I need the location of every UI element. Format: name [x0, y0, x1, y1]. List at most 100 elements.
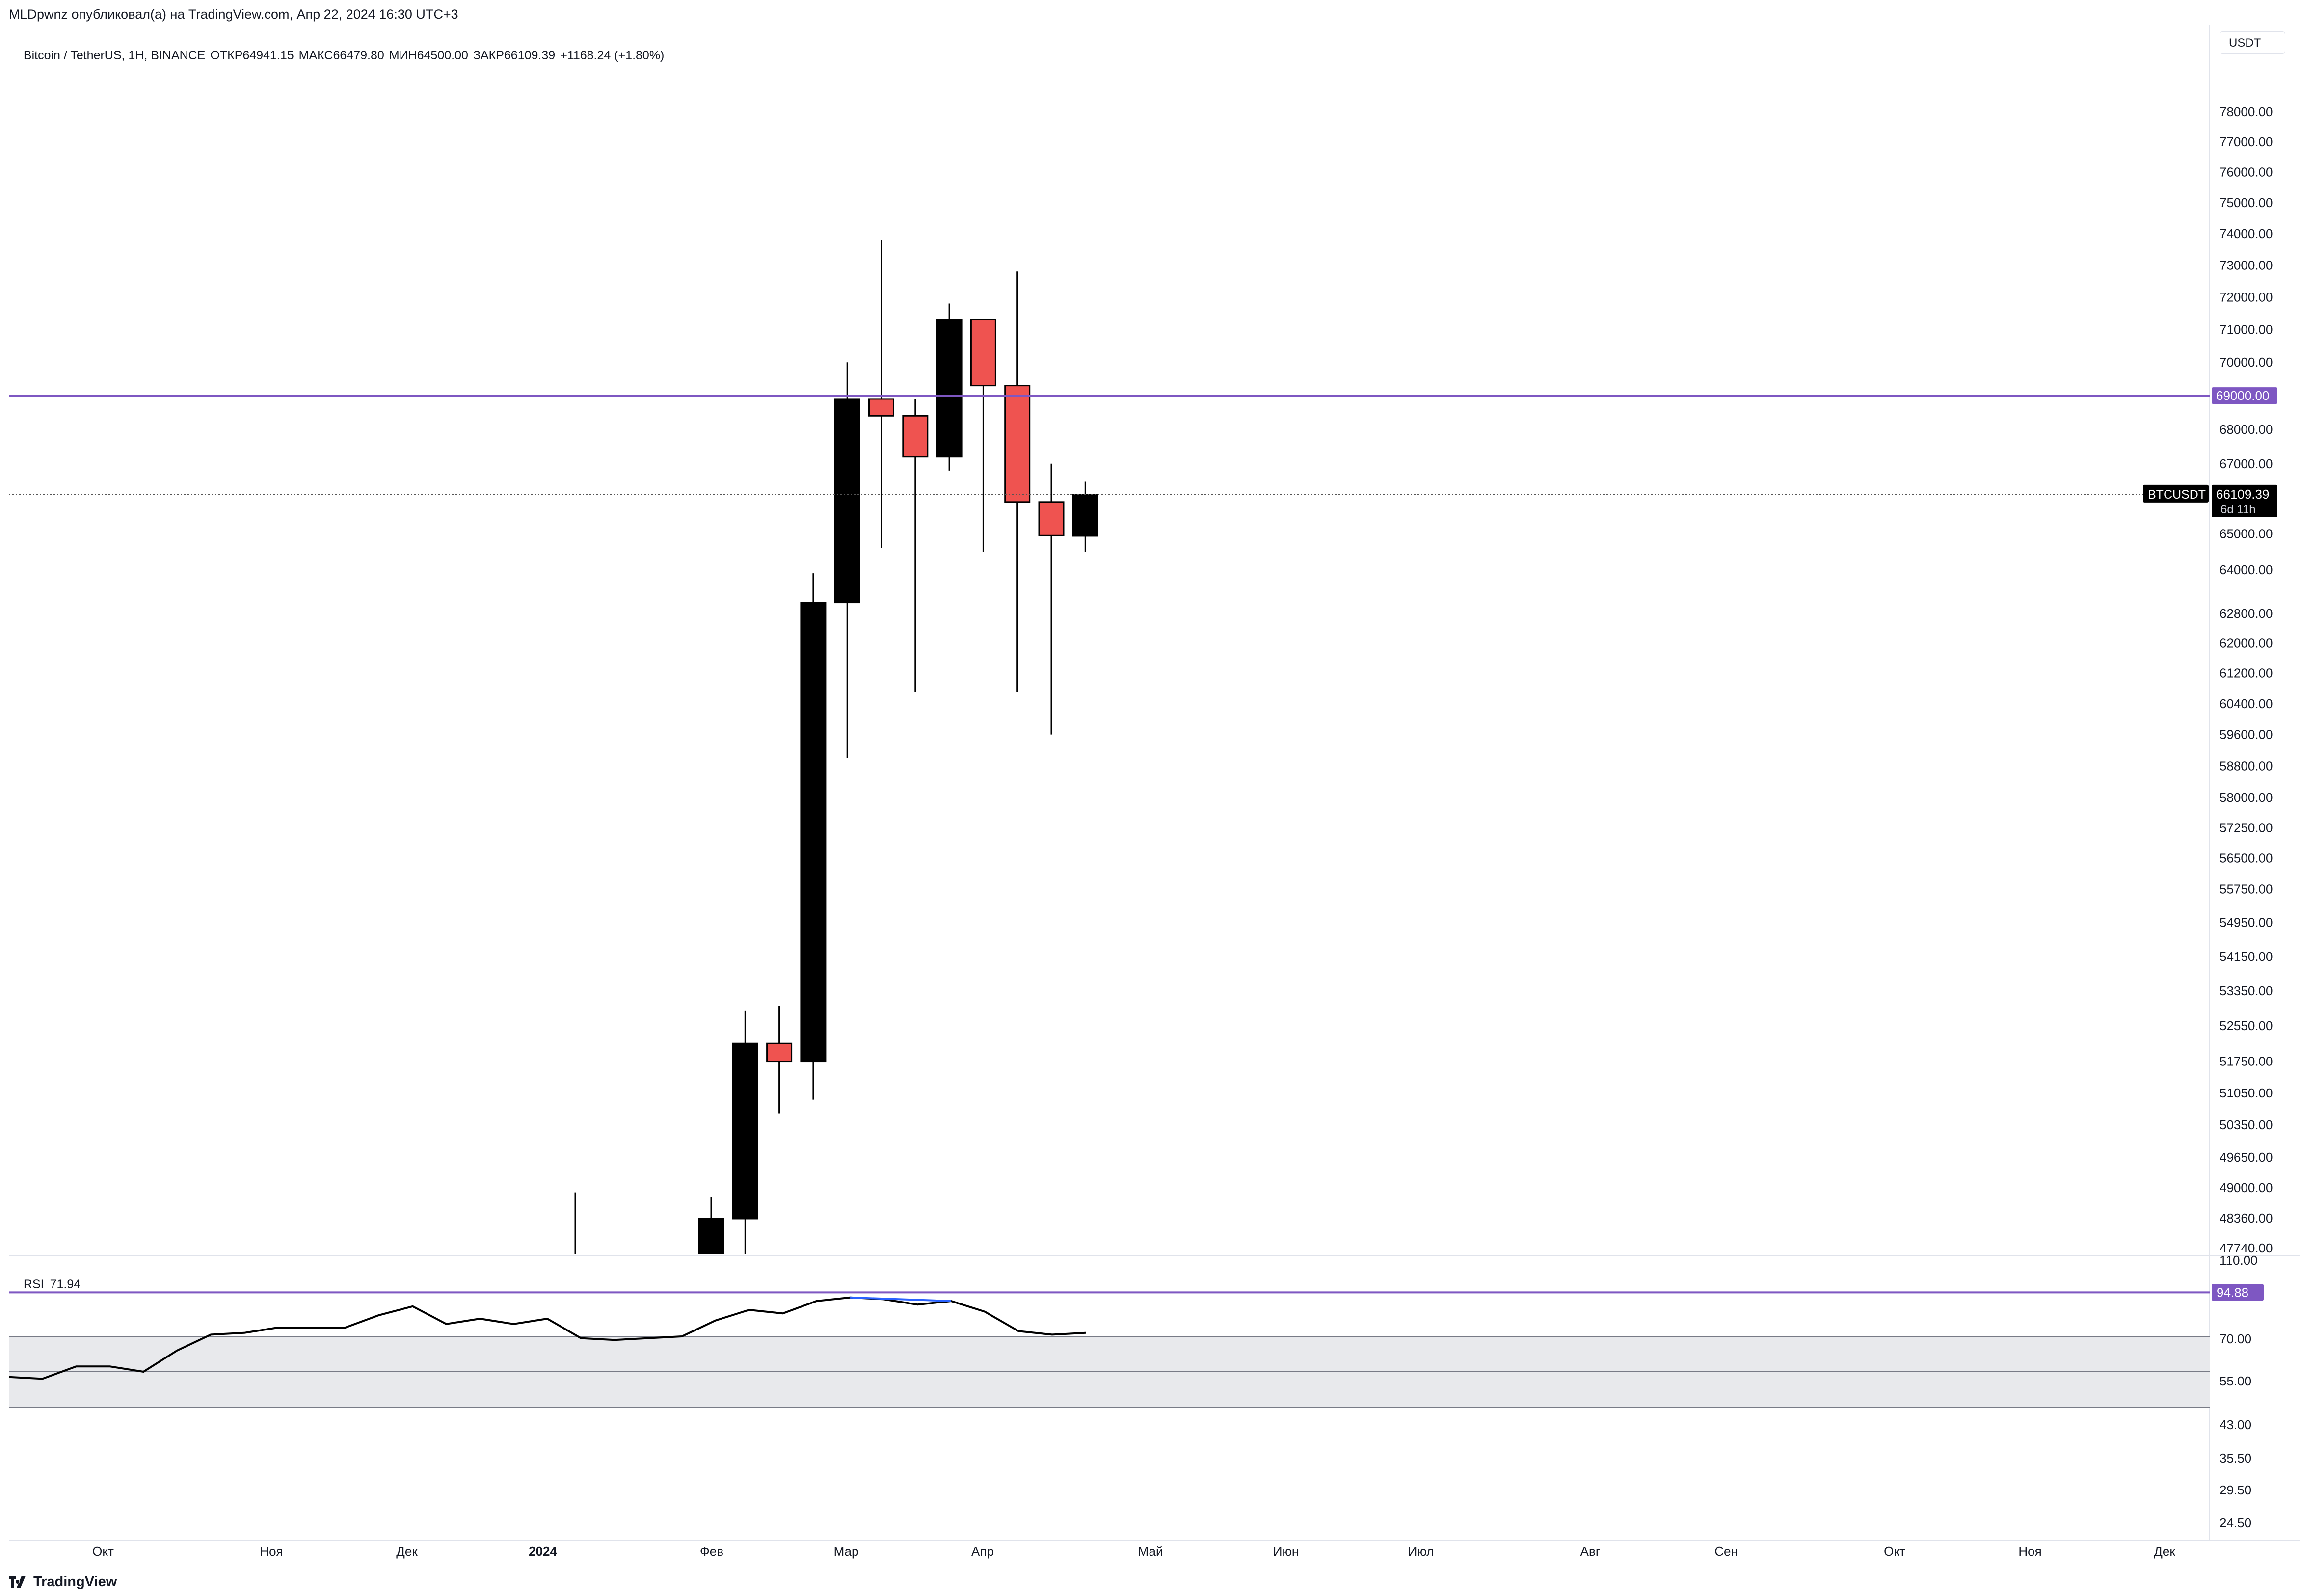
rsi-tick-label: 110.00 [2220, 1253, 2258, 1268]
candle-body[interactable] [1038, 501, 1065, 536]
price-axis[interactable]: 78000.00 77000.00 76000.00 75000.00 74000.00… [2143, 105, 2277, 1255]
price-tick-label: 48360.00 [2220, 1211, 2273, 1225]
rsi-level-label: 94.88 [2217, 1285, 2248, 1300]
price-tick-label: 60400.00 [2220, 696, 2273, 711]
price-tick-label: 71000.00 [2220, 322, 2273, 337]
price-tick-label: 59600.00 [2220, 727, 2273, 742]
symbol-tag-label: BTCUSDT [2148, 488, 2206, 502]
price-tick-label: 50350.00 [2220, 1117, 2273, 1132]
tradingview-logo[interactable]: TradingView [9, 1573, 117, 1590]
ohlc-low: МИН64500.00 [389, 49, 468, 62]
time-tick-label: Мар [834, 1544, 859, 1559]
time-tick-label: 2024 [529, 1544, 557, 1559]
rsi-tick-label: 35.50 [2220, 1451, 2251, 1465]
rsi-pane[interactable] [9, 1291, 2210, 1408]
price-tick-label: 65000.00 [2220, 527, 2273, 541]
time-tick-label: Фев [700, 1544, 723, 1559]
time-tick-label: Дек [2154, 1544, 2175, 1559]
price-tick-label: 68000.00 [2220, 422, 2273, 437]
publish-info: MLDpwnz опубликовал(а) на TradingView.co… [9, 7, 458, 22]
level-price-badge[interactable] [2212, 387, 2277, 404]
price-tick-label: 64000.00 [2220, 562, 2273, 577]
price-tick-label: 51750.00 [2220, 1054, 2273, 1069]
candle-body[interactable] [970, 319, 996, 387]
rsi-line[interactable] [9, 1296, 1086, 1380]
price-tick-label: 78000.00 [2220, 105, 2273, 119]
time-tick-label: Июл [1408, 1544, 1434, 1559]
candle-body[interactable] [1004, 385, 1031, 503]
candle-body[interactable] [834, 398, 860, 604]
ohlc-open: ОТКР64941.15 [210, 49, 294, 62]
candle-body[interactable] [766, 1042, 793, 1063]
last-price-badge[interactable] [2212, 484, 2277, 517]
rsi-tick-label: 43.00 [2220, 1417, 2251, 1432]
price-tick-label: 51050.00 [2220, 1086, 2273, 1100]
price-tick-label: 55750.00 [2220, 881, 2273, 896]
candle-body[interactable] [902, 415, 929, 458]
price-tick-label: 57250.00 [2220, 820, 2273, 835]
rsi-level-badge[interactable] [2212, 1284, 2264, 1301]
rsi-tick-label: 70.00 [2220, 1331, 2251, 1346]
time-tick-label: Апр [971, 1544, 994, 1559]
candle-body[interactable] [800, 602, 827, 1063]
price-tick-label: 54950.00 [2220, 915, 2273, 930]
rsi-tick-label: 29.50 [2220, 1483, 2251, 1497]
candle-body[interactable] [563, 1490, 588, 1528]
price-tick-label: 74000.00 [2220, 226, 2273, 241]
candle-body[interactable] [868, 398, 894, 417]
time-tick-label: Июн [1273, 1544, 1299, 1559]
price-tick-label: 49650.00 [2220, 1150, 2273, 1165]
price-tick-label: 72000.00 [2220, 290, 2273, 304]
rsi-axis[interactable]: 110.0090.0070.0055.0043.0035.5029.5024.5… [2212, 1253, 2264, 1530]
last-price-label: 66109.39 [2216, 487, 2269, 502]
time-tick-label: Ноя [260, 1544, 283, 1559]
price-tick-label: 47740.00 [2220, 1241, 2273, 1255]
price-tick-label: 53350.00 [2220, 984, 2273, 998]
symbol-legend[interactable]: Bitcoin / TetherUS, 1Н, BINANCE ОТКР64941… [17, 34, 669, 63]
price-tick-label: 56500.00 [2220, 851, 2273, 865]
tradingview-brand: TradingView [33, 1573, 117, 1590]
rsi-value: 71.94 [50, 1277, 81, 1291]
candle-body[interactable] [936, 319, 963, 458]
price-pane[interactable] [9, 239, 2210, 1596]
price-tick-label: 58000.00 [2220, 790, 2273, 805]
price-tick-label: 77000.00 [2220, 134, 2273, 149]
price-tick-label: 67000.00 [2220, 456, 2273, 471]
ohlc-close: ЗАКР66109.39 [473, 49, 556, 62]
price-tick-label: 62000.00 [2220, 636, 2273, 650]
rsi-plot [9, 1296, 2210, 1408]
bar-countdown: 6d 11h [2220, 503, 2256, 516]
time-tick-label: Авг [1580, 1544, 1601, 1559]
price-tick-label: 52550.00 [2220, 1018, 2273, 1033]
time-tick-label: Май [1138, 1544, 1163, 1559]
time-tick-label: Дек [396, 1544, 418, 1559]
level-price-label: 69000.00 [2216, 388, 2269, 403]
price-tick-label: 62800.00 [2220, 606, 2273, 621]
rsi-tick-label: 55.00 [2220, 1374, 2251, 1388]
candle-body[interactable] [1072, 494, 1098, 537]
price-tick-label: 58800.00 [2220, 758, 2273, 773]
currency-button[interactable]: USDT [2220, 31, 2285, 54]
time-tick-label: Ноя [2018, 1544, 2041, 1559]
symbol-tag-badge [2143, 484, 2209, 503]
rsi-tick-label: 24.50 [2220, 1516, 2251, 1530]
price-tick-label: 76000.00 [2220, 164, 2273, 179]
time-tick-label: Окт [1884, 1544, 1905, 1559]
candle-body[interactable] [698, 1218, 724, 1517]
candle-body[interactable] [732, 1042, 758, 1220]
rsi-title[interactable]: RSI [23, 1277, 44, 1291]
price-tick-label: 49000.00 [2220, 1180, 2273, 1195]
rsi-legend[interactable]: RSI 71.94 [17, 1263, 86, 1292]
tradingview-logo-icon [9, 1576, 28, 1588]
time-tick-label: Сен [1714, 1544, 1738, 1559]
time-tick-label: Окт [92, 1544, 114, 1559]
rsi-divergence-line[interactable] [850, 1296, 951, 1302]
price-tick-label: 70000.00 [2220, 355, 2273, 370]
price-tick-label: 54150.00 [2220, 949, 2273, 964]
symbol-title[interactable]: Bitcoin / TetherUS, 1Н, BINANCE [23, 49, 206, 62]
ohlc-change: +1168.24 (+1.80%) [560, 49, 665, 62]
time-axis[interactable]: Окт Ноя Дек 2024 Фев Мар Апр Май Июн Июл Авг Сен Окт… [92, 1544, 2175, 1559]
price-tick-label: 75000.00 [2220, 195, 2273, 210]
candles-group [563, 239, 1098, 1528]
